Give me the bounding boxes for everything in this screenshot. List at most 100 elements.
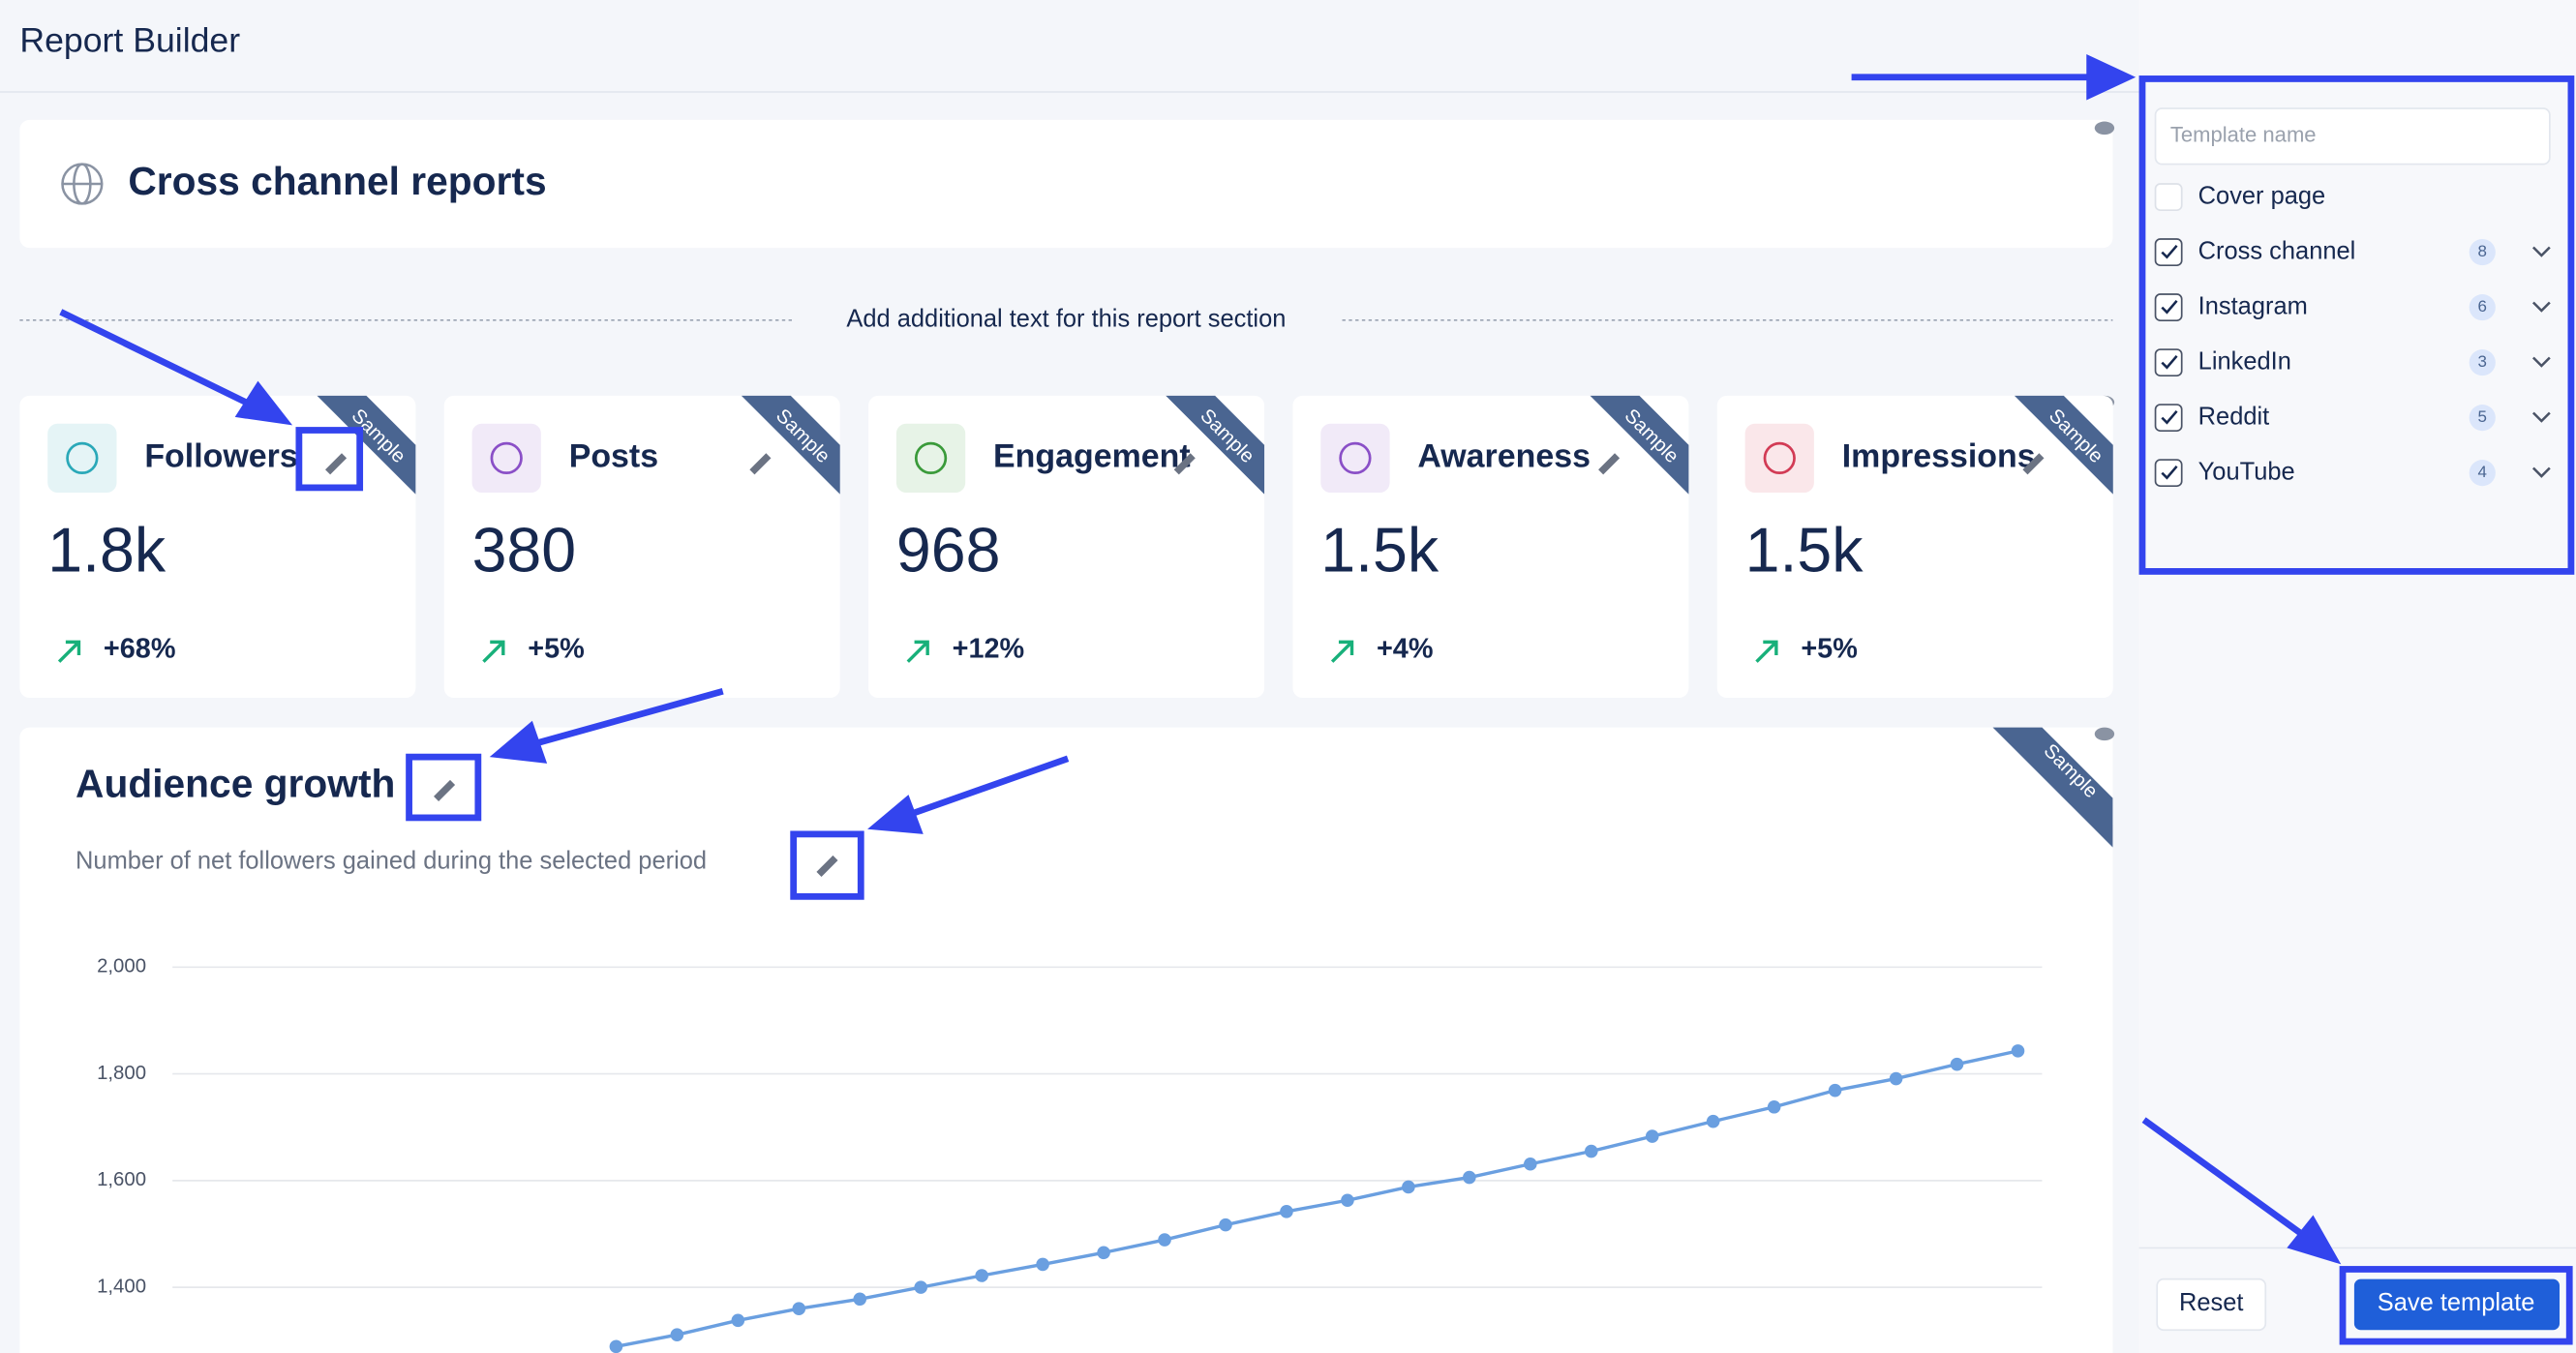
count-label: 3 [2478,352,2487,371]
trend-arrow [482,640,505,663]
kpi-value: 968 [896,515,1001,585]
visibility-toggle[interactable] [2094,121,2115,135]
kpi-card [1716,395,2113,699]
point [1402,1180,1415,1194]
item-label: Cross channel [2198,237,2356,264]
edit-icon[interactable] [1173,453,1196,475]
checkbox[interactable] [2154,183,2183,212]
edit-icon[interactable] [434,779,456,801]
point [853,1292,867,1307]
section-title: Cross channel reports [128,159,546,203]
count-badge [2469,294,2496,321]
trend-arrow [1755,640,1778,663]
kpi-change: +5% [1801,633,1858,664]
kpi-name: Followers [144,437,297,474]
count-badge [2469,405,2496,432]
kpi-change: +12% [953,633,1025,664]
edit-icon[interactable] [749,453,772,475]
point [1463,1170,1476,1185]
kpi-card [443,395,840,699]
edit-icon[interactable] [325,453,348,475]
item-label: Cover page [2198,182,2326,209]
point [1280,1205,1293,1218]
input-placeholder: Template name [2170,123,2317,147]
edit-icon[interactable] [1598,453,1621,475]
count-badge [2469,239,2496,266]
arrowheads [234,53,2342,1265]
item-label: Reddit [2198,403,2270,430]
kpi-name: Impressions [1842,437,2036,474]
trend-arrow [906,640,929,663]
edit-icon[interactable] [2022,453,2045,475]
chevron[interactable] [2531,356,2551,368]
point [1706,1114,1720,1128]
kpi-card [19,395,416,699]
count-label: 5 [2478,407,2487,426]
point [792,1302,806,1315]
point [1158,1233,1171,1247]
item-label: Instagram [2198,292,2308,319]
checkmark [2161,244,2178,259]
kpi-icon-glyph [914,441,948,474]
kpi-change: +5% [528,633,585,664]
point [731,1313,745,1328]
kpi-icon-glyph [1763,441,1796,474]
checkbox[interactable] [2154,459,2183,488]
visibility-toggle[interactable] [2094,727,2115,741]
y-tick-label: 2,000 [97,956,146,977]
chevron[interactable] [2531,301,2551,313]
checkbox[interactable] [2154,293,2183,322]
count-label: 8 [2478,242,2487,260]
y-tick-label: 1,400 [97,1277,146,1298]
sample-ribbon [1166,395,1265,495]
point [609,1339,623,1353]
kpi-change: +68% [104,633,176,664]
kpi-card [1292,395,1689,699]
checkmark [2161,354,2178,370]
save-label: Save template [2378,1289,2535,1316]
checkmark [2161,466,2178,480]
kpi-icon-glyph [1339,441,1372,474]
point [914,1280,927,1294]
section-prompt[interactable]: Add additional text for this report sect… [846,306,1286,333]
kpi-icon [1744,423,1814,493]
y-tick-label: 1,600 [97,1169,146,1190]
checkbox[interactable] [2154,404,2183,433]
save-button[interactable] [2353,1278,2561,1331]
trend-arrow [57,640,81,663]
item-label: YouTube [2198,458,2295,485]
checkbox[interactable] [2154,348,2183,377]
kpi-card [868,395,1265,699]
checkbox[interactable] [2154,238,2183,267]
point [670,1328,684,1341]
point [1341,1193,1354,1208]
sidebar [2138,0,2576,1353]
count-badge [2469,460,2496,487]
chevron[interactable] [2531,411,2551,423]
globe-icon [61,163,104,205]
reset-button[interactable] [2156,1278,2267,1332]
sample-ribbon [1590,395,1689,495]
chart-subtitle: Number of net followers gained during th… [76,847,707,874]
app-title: Report Builder [19,21,240,60]
chevron[interactable] [2531,246,2551,257]
point [1524,1157,1537,1171]
kpi-icon-glyph [490,441,523,474]
section-card [19,119,2113,249]
edit-icon[interactable] [816,855,838,877]
item-label: LinkedIn [2198,347,2291,375]
sample-ribbon [317,395,416,495]
kpi-value: 380 [472,515,577,585]
point [1219,1218,1232,1232]
kpi-change: +4% [1377,633,1434,664]
point [1097,1246,1110,1260]
kpi-name: Awareness [1417,437,1591,474]
y-tick-label: 1,800 [97,1063,146,1084]
kpi-icon [47,423,117,493]
chart-card [19,727,2113,1353]
template-name-input[interactable] [2154,107,2551,165]
chevron[interactable] [2531,466,2551,478]
kpi-icon [471,423,541,493]
count-label: 4 [2478,463,2487,481]
